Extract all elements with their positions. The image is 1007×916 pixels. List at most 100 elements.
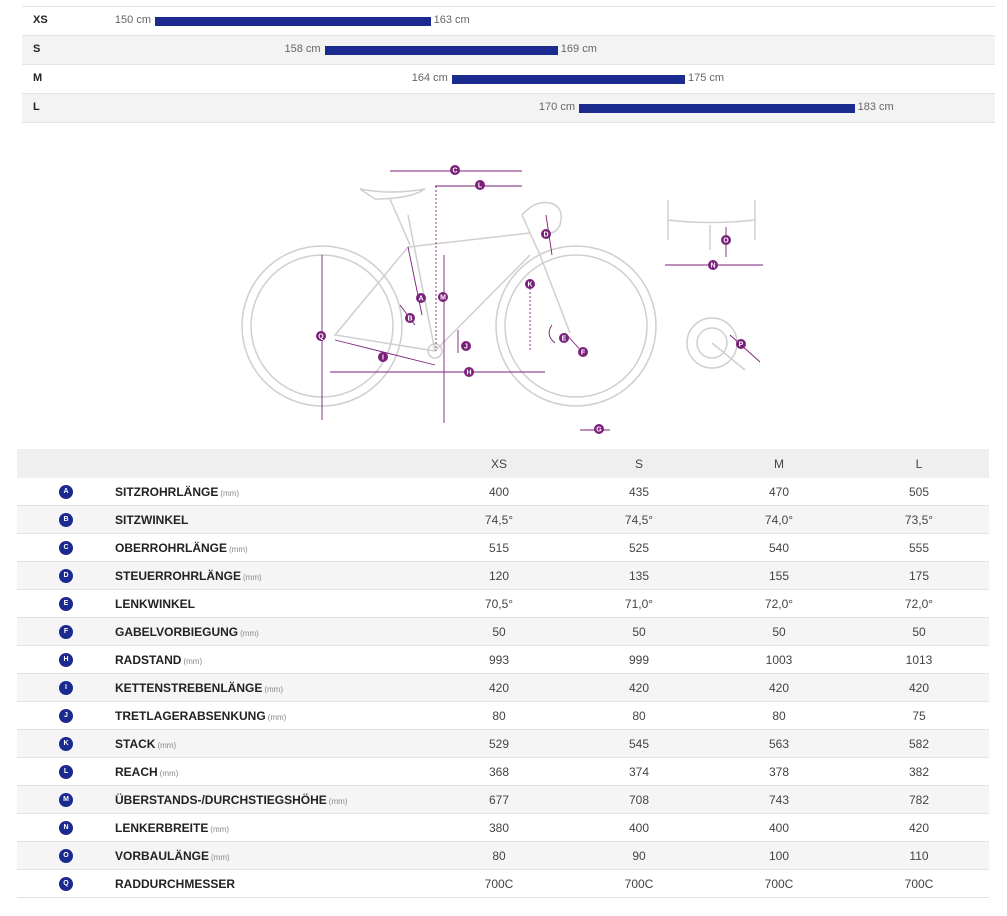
diagram-marker-label: P (739, 342, 744, 349)
handlebar-detail (667, 200, 756, 250)
size-label: S (33, 43, 41, 55)
value-cell-m: 100 (709, 841, 849, 870)
param-unit: (mm) (328, 796, 348, 806)
row-name-cell: RADSTAND (mm) (115, 645, 429, 674)
diagram-marker-e (559, 333, 569, 343)
letter-badge: Q (59, 876, 73, 891)
header-size-l: L (849, 449, 989, 478)
row-name-cell: GABELVORBIEGUNG (mm) (115, 617, 429, 646)
value-cell-m: 700C (709, 869, 849, 898)
param-unit: (mm) (159, 768, 179, 778)
size-label: L (33, 101, 40, 113)
geometry-table: XS S M L A SITZROHRLÄNGE (mm) 400 435 470 505 B… (17, 449, 989, 898)
letter-badge: N (59, 820, 73, 835)
param-unit: (mm) (157, 740, 177, 750)
row-name-cell: LENKWINKEL (115, 589, 429, 618)
param-label: ÜBERSTANDS-/DURCHSTIEGSHÖHE (115, 792, 327, 807)
diagram-marker-label: L (478, 183, 483, 190)
param-unit: (mm) (240, 628, 259, 638)
value-cell-m: 50 (709, 617, 849, 646)
row-name-cell: SITZROHRLÄNGE (mm) (115, 478, 429, 506)
value-cell-m: 80 (709, 701, 849, 730)
diagram-marker-c (450, 165, 460, 175)
value-cell-xs: 700C (429, 869, 569, 898)
value-cell-m: 540 (709, 533, 849, 562)
size-max-height: 175 cm (688, 72, 725, 84)
row-name-cell: VORBAULÄNGE (mm) (115, 841, 429, 870)
param-unit: (mm) (183, 656, 203, 666)
param-unit: (mm) (220, 488, 239, 498)
diagram-marker-label: A (418, 296, 423, 303)
param-label: LENKERBREITE (115, 820, 209, 835)
diagram-marker-label: N (710, 263, 715, 270)
param-label: SITZWINKEL (115, 512, 189, 527)
diagram-marker-label: B (407, 316, 412, 323)
header-name (115, 449, 429, 478)
diagram-marker-label: O (723, 238, 729, 245)
table-row: E LENKWINKEL 70,5° 71,0° 72,0° 72,0° (17, 589, 989, 618)
row-name-cell: TRETLAGERABSENKUNG (mm) (115, 701, 429, 730)
value-cell-m: 72,0° (709, 589, 849, 618)
letter-badge: E (59, 596, 73, 611)
param-unit: (mm) (243, 572, 262, 582)
diagram-marker-label: H (466, 370, 471, 377)
value-cell-xs: 400 (429, 478, 569, 506)
value-cell-s: 525 (569, 533, 709, 562)
letter-badge: B (59, 512, 73, 527)
diagram-marker-label: Q (318, 334, 324, 341)
param-label: RADSTAND (115, 652, 182, 667)
row-letter-cell: C (17, 533, 115, 562)
value-cell-xs: 120 (429, 561, 569, 590)
diagram-marker-l (475, 180, 485, 190)
size-min-height: 164 cm (411, 72, 448, 84)
letter-badge: F (59, 624, 73, 639)
value-cell-l: 505 (849, 478, 989, 506)
header-size-s: S (569, 449, 709, 478)
letter-badge: M (59, 792, 73, 807)
value-cell-s: 90 (569, 841, 709, 870)
diagram-marker-k (525, 279, 535, 289)
diagram-marker-p (736, 339, 746, 349)
size-label: M (33, 72, 43, 84)
row-letter-cell: N (17, 813, 115, 842)
diagram-marker-j (461, 341, 471, 351)
value-cell-m: 743 (709, 785, 849, 814)
row-name-cell: KETTENSTREBENLÄNGE (mm) (115, 673, 429, 702)
row-name-cell: LENKERBREITE (mm) (115, 813, 429, 842)
value-cell-xs: 70,5° (429, 589, 569, 618)
diagram-marker-label: D (543, 232, 548, 239)
measure-lines (321, 170, 610, 431)
param-unit: (mm) (267, 712, 287, 722)
geometry-body: A SITZROHRLÄNGE (mm) 400 435 470 505 B SITZWINKE… (17, 478, 989, 898)
param-label: GABELVORBIEGUNG (115, 624, 239, 639)
row-name-cell: OBERROHRLÄNGE (mm) (115, 533, 429, 562)
value-cell-l: 555 (849, 533, 989, 562)
diagram-marker-f (578, 347, 588, 357)
value-cell-s: 708 (569, 785, 709, 814)
value-cell-m: 400 (709, 813, 849, 842)
size-range-row: S 158 cm 169 cm (22, 36, 995, 65)
value-cell-s: 999 (569, 645, 709, 674)
table-row: A SITZROHRLÄNGE (mm) 400 435 470 505 (17, 478, 989, 506)
diagram-markers: A B C D E F G H I J K L M N O P Q (316, 165, 746, 434)
value-cell-s: 700C (569, 869, 709, 898)
value-cell-m: 563 (709, 729, 849, 758)
table-row: J TRETLAGERABSENKUNG (mm) 80 80 80 75 (17, 701, 989, 730)
diagram-marker-n (708, 260, 718, 270)
letter-badge: A (59, 484, 73, 499)
letter-badge: O (59, 848, 73, 863)
header-letter (17, 449, 115, 478)
letter-badge: H (59, 652, 73, 667)
param-unit: (mm) (264, 684, 283, 694)
row-letter-cell: Q (17, 869, 115, 898)
value-cell-m: 470 (709, 478, 849, 506)
row-name-cell: STEUERROHRLÄNGE (mm) (115, 561, 429, 590)
size-range-bar (579, 104, 855, 113)
value-cell-xs: 80 (429, 841, 569, 870)
param-label: LENKWINKEL (115, 596, 195, 611)
diagram-marker-label: I (382, 355, 384, 362)
letter-badge: D (59, 568, 73, 583)
geometry-diagram: A B C D E F G H I J K L M N O P Q (241, 165, 763, 434)
value-cell-m: 378 (709, 757, 849, 786)
diagram-marker-m (438, 292, 448, 302)
